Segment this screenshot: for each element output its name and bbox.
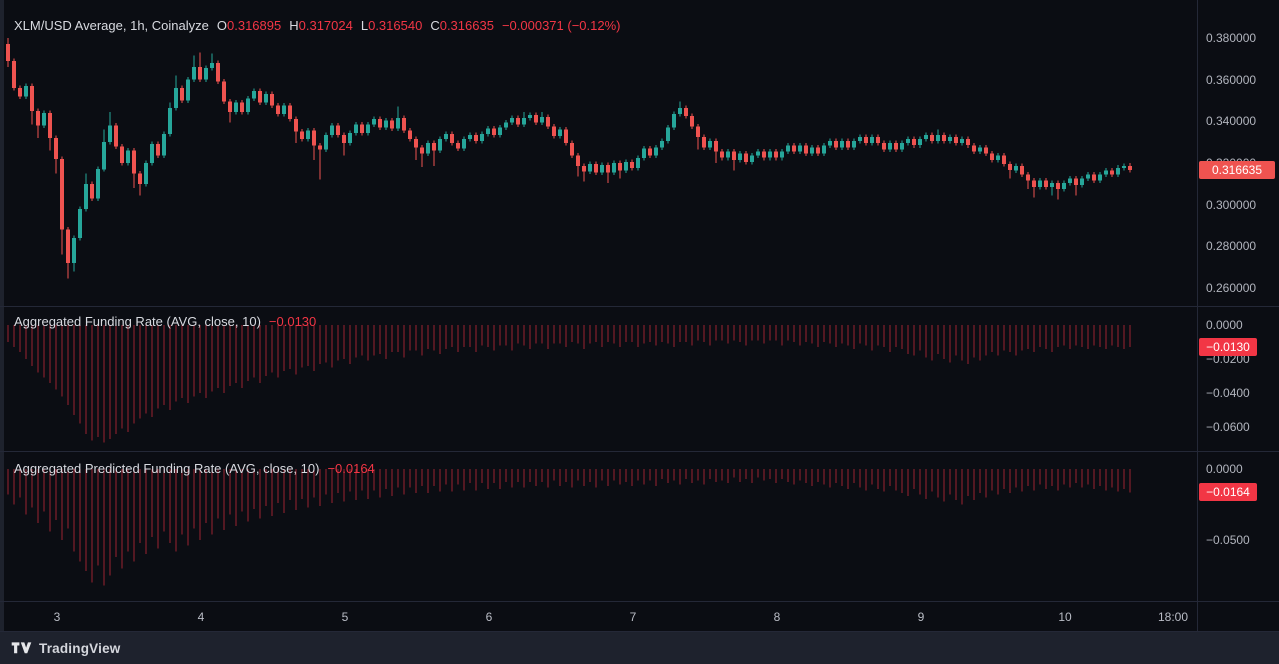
predicted-funding-rate-legend[interactable]: Aggregated Predicted Funding Rate (AVG, … [14, 461, 375, 477]
tradingview-logo-icon[interactable] [11, 641, 32, 655]
axis-tick-label: 0.340000 [1206, 114, 1257, 128]
axis-tick-label: 0.280000 [1206, 239, 1257, 253]
footer-bar: TradingView [0, 632, 1279, 664]
axis-tick-label: 0.360000 [1206, 73, 1257, 87]
time-tick-label: 3 [53, 610, 61, 624]
widget-left-edge [0, 0, 4, 631]
symbol-legend[interactable]: XLM/USD Average, 1h, Coinalyze O 0.316895… [14, 18, 621, 34]
time-tick-label: 7 [629, 610, 637, 624]
ohlc-open: O 0.316895 [216, 18, 282, 33]
change-value: −0.000371 (−0.12%) [501, 18, 621, 33]
funding-rate-badge: −0.0130 [1199, 338, 1257, 356]
funding-rate-scale[interactable]: 0.0000 −0.0200 −0.0400 −0.0600 −0.0130 [1197, 307, 1279, 451]
axis-tick-label: 0.300000 [1206, 198, 1257, 212]
axis-tick-label: 0.380000 [1206, 31, 1257, 45]
axis-tick-label: 0.0000 [1206, 318, 1243, 332]
time-tick-label: 18:00 [1157, 610, 1189, 624]
candlestick-series [6, 38, 1132, 279]
time-tick-label: 6 [485, 610, 493, 624]
tradingview-brand[interactable]: TradingView [39, 640, 121, 656]
pane-separator [0, 601, 1279, 602]
axis-tick-label: −0.0600 [1206, 420, 1250, 434]
predicted-funding-rate-scale[interactable]: 0.0000 −0.0500 −0.0164 [1197, 452, 1279, 601]
axis-tick-label: −0.0400 [1206, 386, 1250, 400]
last-price-badge: 0.316635 [1199, 161, 1275, 179]
time-scale[interactable]: 3 4 5 6 7 8 9 10 18:00 [0, 602, 1279, 631]
predicted-funding-rate-value: −0.0164 [327, 461, 375, 476]
time-tick-label: 4 [197, 610, 205, 624]
time-tick-label: 10 [1058, 610, 1072, 624]
funding-rate-title: Aggregated Funding Rate (AVG, close, 10) [14, 314, 261, 329]
funding-rate-histogram [7, 325, 1131, 443]
ohlc-low: L 0.316540 [360, 18, 423, 33]
symbol-title: XLM/USD Average, 1h, Coinalyze [14, 18, 209, 33]
ohlc-high: H 0.317024 [289, 18, 353, 33]
ohlc-close: C 0.316635 [430, 18, 494, 33]
predicted-funding-rate-histogram [7, 469, 1131, 586]
predicted-funding-rate-title: Aggregated Predicted Funding Rate (AVG, … [14, 461, 320, 476]
time-tick-label: 8 [773, 610, 781, 624]
funding-rate-value: −0.0130 [268, 314, 317, 329]
axis-tick-label: −0.0500 [1206, 533, 1250, 547]
footer-separator [0, 631, 1279, 632]
pane-separator[interactable] [0, 306, 1279, 307]
time-tick-label: 9 [917, 610, 925, 624]
price-scale[interactable]: 0.3800000.3600000.3400000.3200000.300000… [1197, 0, 1279, 306]
pane-separator[interactable] [0, 451, 1279, 452]
price-scale-separator [1197, 0, 1198, 631]
time-tick-label: 5 [341, 610, 349, 624]
funding-rate-legend[interactable]: Aggregated Funding Rate (AVG, close, 10)… [14, 314, 316, 330]
axis-tick-label: 0.0000 [1206, 462, 1243, 476]
axis-tick-label: 0.260000 [1206, 281, 1257, 295]
predicted-funding-rate-badge: −0.0164 [1199, 483, 1257, 501]
